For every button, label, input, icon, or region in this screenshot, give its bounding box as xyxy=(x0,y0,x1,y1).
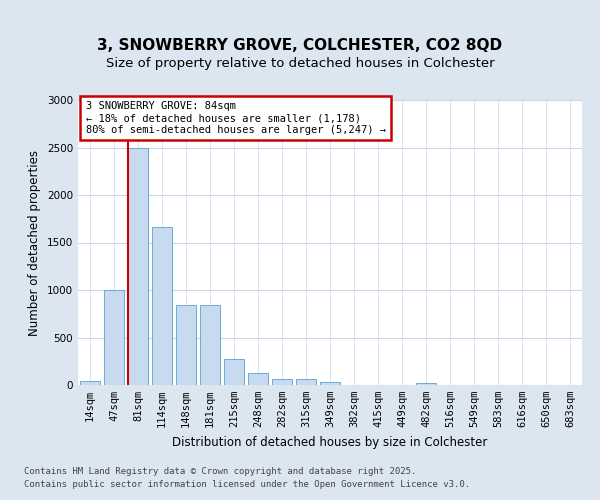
Bar xyxy=(224,360,244,385)
Bar xyxy=(296,380,316,385)
Bar xyxy=(416,383,436,385)
Text: Contains HM Land Registry data © Crown copyright and database right 2025.
Contai: Contains HM Land Registry data © Crown c… xyxy=(24,468,470,489)
Bar xyxy=(272,380,292,385)
Bar xyxy=(104,290,124,385)
Bar xyxy=(80,381,100,385)
Bar xyxy=(320,382,340,385)
Bar xyxy=(176,305,196,385)
Text: 3 SNOWBERRY GROVE: 84sqm
← 18% of detached houses are smaller (1,178)
80% of sem: 3 SNOWBERRY GROVE: 84sqm ← 18% of detach… xyxy=(86,102,386,134)
Text: Size of property relative to detached houses in Colchester: Size of property relative to detached ho… xyxy=(106,57,494,70)
X-axis label: Distribution of detached houses by size in Colchester: Distribution of detached houses by size … xyxy=(172,436,488,448)
Y-axis label: Number of detached properties: Number of detached properties xyxy=(28,150,41,336)
Bar xyxy=(152,228,172,385)
Bar xyxy=(200,305,220,385)
Bar xyxy=(128,148,148,385)
Bar xyxy=(248,373,268,385)
Text: 3, SNOWBERRY GROVE, COLCHESTER, CO2 8QD: 3, SNOWBERRY GROVE, COLCHESTER, CO2 8QD xyxy=(97,38,503,52)
